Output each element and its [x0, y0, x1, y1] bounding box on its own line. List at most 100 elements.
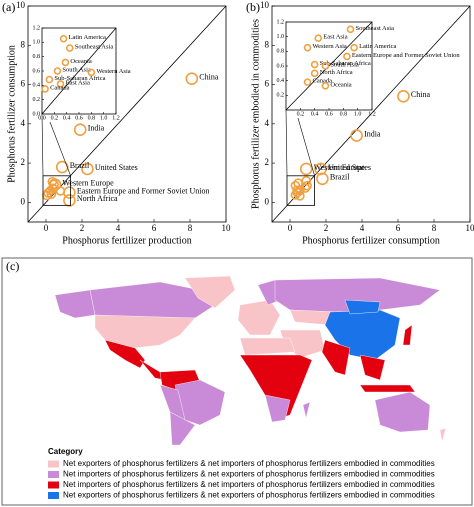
data-point	[185, 72, 199, 85]
one-to-one-line	[271, 5, 471, 223]
data-point	[56, 80, 65, 88]
zoom-connector	[41, 113, 44, 176]
map-region	[54, 289, 96, 319]
data-point	[310, 60, 319, 69]
data-point	[87, 68, 96, 77]
data-point	[314, 34, 323, 42]
point-label: North Africa	[320, 69, 353, 76]
x-tick-label: 6	[396, 223, 401, 233]
panel-label: (a)	[2, 0, 15, 14]
map-region	[439, 427, 447, 443]
point-label: Western Europe	[63, 179, 115, 188]
y-tick-label: 10	[260, 0, 270, 10]
x-tick-label: 0.4	[311, 111, 319, 117]
x-tick-label: 4	[360, 223, 365, 233]
x-tick-label: 0.6	[325, 111, 333, 117]
x-tick-label: 0.8	[88, 115, 96, 121]
y-axis-title: Phosphorus fertilizer consumption	[6, 45, 17, 183]
point-label: Latin America	[359, 43, 396, 50]
map-region	[402, 324, 413, 346]
y-tick-label: 0.6	[277, 63, 285, 69]
x-axis-title: Phosphorus fertilizer production	[62, 235, 191, 246]
data-point	[299, 162, 313, 176]
data-point	[302, 180, 312, 191]
point-label: East Asia	[323, 34, 347, 41]
x-tick-label: 2	[324, 223, 329, 233]
data-point	[55, 186, 66, 196]
point-label: United States	[95, 163, 138, 172]
map	[54, 275, 447, 446]
data-point	[47, 176, 58, 187]
data-point	[310, 69, 319, 78]
x-tick-label: 6	[152, 223, 157, 233]
x-tick-label: 1.2	[368, 111, 376, 117]
x-tick-label: 0	[288, 223, 293, 233]
panel-label: (c)	[6, 259, 19, 273]
y-tick-label: 0.6	[33, 68, 41, 74]
y-tick-label: 0.4	[277, 78, 285, 84]
map-region	[169, 411, 196, 446]
legend-swatch	[48, 481, 59, 489]
data-point	[350, 129, 363, 142]
y-tick-label: 4	[21, 118, 26, 128]
x-tick-label: 1.0	[354, 111, 362, 117]
point-label: South Asia	[330, 61, 358, 68]
map-region	[104, 339, 146, 369]
point-label: United States	[328, 163, 371, 172]
point-label: Sub-Saharan Africa	[320, 60, 371, 67]
point-label: Oceania	[70, 58, 91, 65]
panel-label: (b)	[246, 0, 260, 14]
x-tick-label: 10	[466, 223, 474, 233]
map-region	[237, 299, 281, 336]
zoom-connector	[297, 117, 315, 176]
point-label: Sub-Saharan Africa	[54, 75, 105, 82]
map-region	[344, 299, 381, 315]
data-point	[81, 162, 94, 176]
x-tick-label: 0.8	[340, 111, 348, 117]
legend-label: Net importers of phosphorus fertilizers …	[63, 480, 435, 489]
map-region	[184, 275, 236, 309]
legend-swatch	[48, 492, 59, 499]
point-label: India	[88, 124, 105, 133]
point-label: East Asia	[66, 79, 90, 86]
map-region	[374, 391, 431, 433]
map-region	[302, 401, 311, 419]
legend-label: Net importers of phosphorus fertilizers …	[63, 470, 435, 479]
point-label: Eastern Europe and Former Soviet Union	[352, 52, 461, 59]
x-tick-label: 0.6	[75, 115, 83, 121]
point-label: Canada	[313, 78, 333, 85]
data-point	[397, 90, 410, 103]
x-tick-label: 8	[188, 223, 193, 233]
y-tick-label: 2	[21, 157, 26, 167]
point-label: Southeast Asia	[75, 44, 114, 51]
point-label: Western Asia	[96, 68, 130, 75]
data-point	[303, 43, 312, 52]
x-tick-label: 0	[44, 223, 49, 233]
point-label: Brazil	[330, 173, 350, 182]
legend-title: Category	[48, 447, 83, 456]
data-point	[73, 123, 87, 137]
y-tick-label: 0.4	[33, 83, 41, 89]
data-point	[295, 191, 305, 201]
y-axis-title: Phosphorus fertilizer embodied in commod…	[250, 19, 261, 209]
point-label: Western Europe	[314, 163, 366, 172]
point-label: Canada	[50, 84, 70, 91]
map-region	[239, 354, 313, 421]
data-point	[59, 34, 68, 43]
point-label: Brazil	[70, 161, 90, 170]
zoom-connector	[49, 121, 71, 176]
data-point	[55, 160, 69, 174]
point-label: South Asia	[62, 66, 90, 73]
legend-swatch	[48, 471, 59, 478]
map-region	[359, 354, 386, 381]
y-tick-label: 0.8	[33, 54, 41, 60]
x-tick-label: 1.0	[100, 115, 108, 121]
legend-label: Net exporters of phosphorus fertilizers …	[63, 491, 435, 500]
data-point	[61, 58, 70, 67]
map-region	[321, 339, 351, 376]
data-point	[303, 78, 312, 86]
one-to-one-line	[41, 27, 117, 115]
data-point	[290, 190, 301, 200]
data-point	[346, 25, 355, 34]
x-tick-label: 2	[80, 223, 85, 233]
